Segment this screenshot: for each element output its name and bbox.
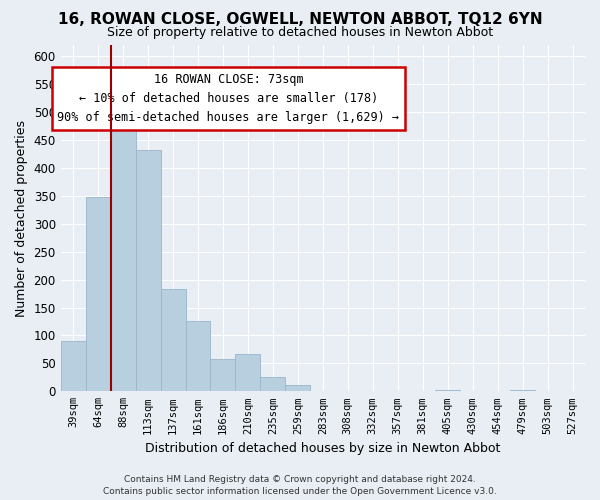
Text: Contains HM Land Registry data © Crown copyright and database right 2024.
Contai: Contains HM Land Registry data © Crown c…	[103, 474, 497, 496]
Bar	[136, 150, 161, 392]
Bar	[260, 378, 286, 392]
Bar	[185, 322, 211, 392]
Bar	[286, 384, 310, 392]
Bar	[510, 390, 535, 392]
Y-axis label: Number of detached properties: Number of detached properties	[15, 120, 28, 316]
Text: 16 ROWAN CLOSE: 73sqm
← 10% of detached houses are smaller (178)
90% of semi-det: 16 ROWAN CLOSE: 73sqm ← 10% of detached …	[58, 73, 400, 124]
Bar	[86, 197, 110, 392]
Bar	[161, 289, 185, 392]
Text: 16, ROWAN CLOSE, OGWELL, NEWTON ABBOT, TQ12 6YN: 16, ROWAN CLOSE, OGWELL, NEWTON ABBOT, T…	[58, 12, 542, 28]
Bar	[435, 390, 460, 392]
Bar	[61, 341, 86, 392]
Bar	[211, 360, 235, 392]
Text: Size of property relative to detached houses in Newton Abbot: Size of property relative to detached ho…	[107, 26, 493, 39]
Bar	[110, 126, 136, 392]
X-axis label: Distribution of detached houses by size in Newton Abbot: Distribution of detached houses by size …	[145, 442, 500, 455]
Bar	[235, 354, 260, 392]
